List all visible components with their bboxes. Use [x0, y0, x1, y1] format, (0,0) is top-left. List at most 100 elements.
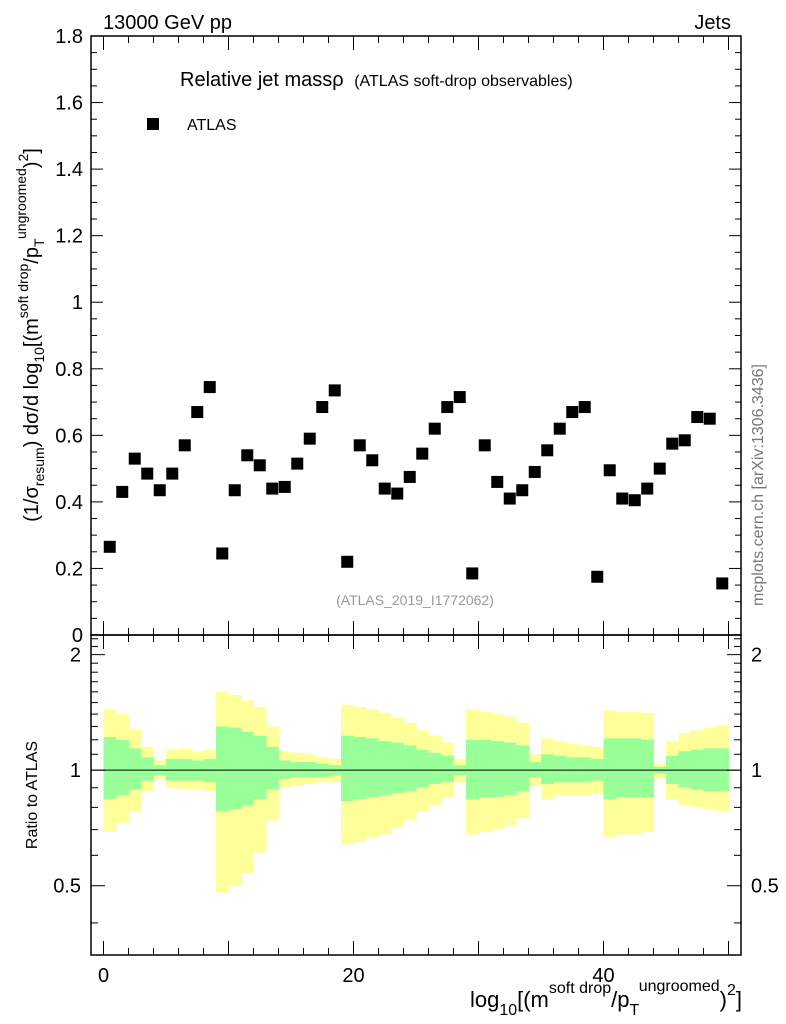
- data-point: [466, 567, 479, 580]
- data-point: [478, 439, 491, 452]
- ratio-ytick-label-left: 0.5: [53, 876, 81, 898]
- main-ytick-label: 1: [72, 292, 83, 314]
- plot-subtitle: (ATLAS soft-drop observables): [354, 73, 572, 90]
- svg-text:(1/σresum) dσ/d log10[(msoft d: (1/σresum) dσ/d log10[(msoft drop/pTungr…: [13, 148, 47, 522]
- data-point: [153, 484, 166, 497]
- data-point: [203, 381, 216, 394]
- main-ytick-label: 1.4: [55, 159, 83, 181]
- ratio-y-label: Ratio to ATLAS: [24, 741, 41, 849]
- data-point: [453, 391, 466, 404]
- data-point: [628, 494, 641, 507]
- main-ytick-label: 0.2: [55, 558, 83, 580]
- main-ytick-label: 0.4: [55, 492, 83, 514]
- data-point: [528, 465, 541, 478]
- data-point: [166, 467, 179, 480]
- main-data-points: [103, 381, 729, 590]
- ratio-band-bin: [628, 738, 642, 798]
- ratio-band-bin: [141, 757, 154, 781]
- axes: [90, 35, 742, 956]
- ratio-frame: [90, 634, 742, 956]
- ratio-band-bin: [503, 742, 517, 796]
- tick-labels: 0 0.2 0.4 0.6 0.8 1 1.2 1.4 1.6 1.8 0 20 40 0.5 0.5 1 1 2…: [53, 26, 779, 987]
- ratio-band-bin: [516, 745, 529, 792]
- data-point: [666, 437, 679, 450]
- data-point: [678, 434, 691, 447]
- ratio-band-bin: [278, 760, 292, 779]
- ratio-band-bin: [341, 735, 354, 802]
- ratio-band-bin: [466, 739, 479, 800]
- main-ytick-label: 0: [72, 625, 83, 647]
- ratio-ytick-label-right: 1: [751, 760, 762, 782]
- ratio-band-bin: [553, 755, 567, 783]
- data-point: [691, 411, 704, 424]
- data-point: [278, 480, 291, 493]
- ratio-band-bin: [291, 762, 304, 777]
- main-ytick-label: 1.2: [55, 226, 83, 248]
- ratio-band-bin: [428, 752, 442, 785]
- ratio-band-bin: [366, 738, 379, 798]
- ratio-band-bin: [103, 737, 117, 800]
- ratio-band-bin: [128, 748, 142, 790]
- data-point: [416, 447, 429, 460]
- ratio-ytick-label-left: 1: [70, 760, 81, 782]
- data-point: [103, 540, 116, 553]
- ratio-band-bin: [491, 741, 504, 798]
- data-point: [328, 384, 341, 397]
- ratio-band-bin: [266, 746, 279, 790]
- legend-label: ATLAS: [187, 117, 237, 134]
- header-right: Jets: [694, 12, 731, 34]
- data-point: [441, 401, 454, 414]
- data-point: [653, 462, 666, 475]
- data-point: [503, 492, 516, 505]
- data-point: [341, 555, 354, 568]
- data-point: [541, 444, 554, 457]
- ratio-band-bin: [641, 739, 654, 798]
- ratio-band-bin: [678, 751, 692, 788]
- data-point: [591, 570, 604, 583]
- ratio-band-bin: [228, 727, 242, 810]
- ratio-ytick-label-right: 0.5: [751, 876, 779, 898]
- data-point: [391, 487, 404, 500]
- main-ytick-label: 0.6: [55, 425, 83, 447]
- ratio-bands: [103, 691, 729, 893]
- data-point: [253, 459, 266, 472]
- data-point: [116, 485, 129, 498]
- ratio-band-bin: [216, 726, 229, 812]
- ratio-band-bin: [616, 738, 629, 798]
- data-point: [191, 406, 204, 419]
- ratio-xtick-label: 0: [98, 965, 109, 987]
- data-point: [303, 432, 316, 445]
- ratio-band-bin: [253, 735, 267, 800]
- data-point: [241, 449, 254, 462]
- data-point: [178, 439, 191, 452]
- ratio-band-bin: [303, 762, 317, 777]
- data-point: [266, 482, 279, 495]
- data-point: [716, 577, 729, 590]
- data-point: [353, 439, 366, 452]
- data-point: [128, 452, 141, 465]
- data-point: [703, 412, 716, 425]
- data-point: [378, 482, 391, 495]
- data-point: [578, 401, 591, 414]
- legend-marker: [147, 118, 159, 130]
- plot-title-main: Relative jet massρ: [180, 69, 344, 91]
- data-point: [641, 482, 654, 495]
- side-credit: mcplots.cern.ch [arXiv:1306.3436]: [750, 364, 767, 606]
- data-point: [403, 470, 416, 483]
- ratio-ytick-label-right: 2: [751, 645, 762, 667]
- ratio-band-bin: [528, 762, 542, 777]
- ratio-band-bin: [416, 749, 429, 788]
- header-left: 13000 GeV pp: [103, 12, 232, 34]
- data-point: [566, 406, 579, 419]
- data-point: [141, 467, 154, 480]
- ratio-band-bin: [378, 741, 392, 796]
- ratio-ytick-label-left: 2: [70, 645, 81, 667]
- ratio-band-bin: [116, 739, 129, 796]
- data-point: [491, 475, 504, 488]
- ratio-band-bin: [403, 745, 417, 792]
- data-point: [366, 454, 379, 467]
- ratio-band-bin: [478, 739, 492, 798]
- ratio-band-bin: [603, 738, 617, 800]
- data-point: [428, 422, 441, 435]
